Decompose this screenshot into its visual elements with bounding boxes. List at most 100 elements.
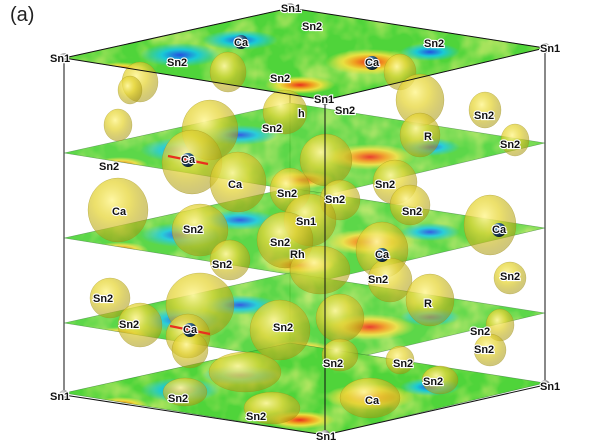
atom-label-sn2: Sn2: [368, 274, 388, 286]
unit-cell-front-edges: [63, 7, 546, 436]
atom-label-ca: Ca: [181, 154, 196, 166]
isosurface-lobe: [289, 245, 351, 295]
atom-label-ca: Ca: [234, 37, 249, 49]
atom-label-rh-partial-r: R: [424, 298, 432, 310]
isosurface-lobe: [463, 194, 517, 256]
atom-label-sn1: Sn1: [296, 216, 316, 228]
isosurface-lobe: [405, 273, 455, 327]
atom-label-sn2: Sn2: [270, 237, 290, 249]
atom-label-sn2: Sn2: [393, 358, 413, 370]
isosurface-lobe: [171, 203, 229, 257]
atom-label-sn1: Sn1: [50, 53, 70, 65]
sn1-atom: [540, 380, 550, 390]
atom-label-sn2: Sn2: [246, 411, 266, 423]
sn1-atom: [285, 3, 295, 13]
sn1-atom: [540, 43, 550, 53]
atom-labels: Sn1 Sn1 Sn1 Sn1 Sn1 Sn1 Sn1 Sn1 Ca Ca Ca Ca Ca Ca Ca Ca…: [49, 2, 561, 444]
atom-label-sn2: Sn2: [474, 344, 494, 356]
atom-label-ca: Ca: [228, 179, 243, 191]
atom-label-sn2: Sn2: [168, 393, 188, 405]
atom-label-sn2: Sn2: [277, 188, 297, 200]
atom-label-ca: Ca: [365, 57, 380, 69]
atom-label-sn2: Sn2: [302, 21, 322, 33]
ca-atom: [492, 223, 506, 237]
isosurface-lobe: [500, 123, 530, 157]
atom-label-sn2: Sn2: [273, 322, 293, 334]
atom-label-rh-partial-h: h: [298, 108, 305, 120]
panel-label: (a): [10, 4, 35, 26]
isosurface-lobe: [315, 293, 365, 343]
atom-label-sn1: Sn1: [314, 94, 334, 106]
isosurfaces: [87, 51, 530, 425]
isosurface-lobe: [493, 261, 527, 295]
atom-label-sn2: Sn2: [99, 161, 119, 173]
isosurface-lobe: [399, 112, 441, 158]
isosurface-lobe: [262, 89, 308, 135]
isosurface-lobe: [209, 51, 247, 93]
atom-label-sn1: Sn1: [281, 3, 301, 15]
isosurface-lobe: [209, 239, 251, 281]
atom-label-sn1: Sn1: [50, 391, 70, 403]
atom-label-ca: Ca: [365, 395, 380, 407]
atom-label-sn2: Sn2: [270, 73, 290, 85]
ca-bond-highlight: [169, 324, 211, 336]
isosurface-lobe: [249, 299, 311, 361]
isosurface-lobe: [321, 338, 359, 372]
isosurface-lobe: [385, 345, 415, 375]
density-blob: [400, 43, 460, 61]
density-blob: [400, 223, 460, 241]
isosurface-lobe: [208, 351, 282, 393]
density-blob: [452, 67, 508, 83]
isosurface-lobe: [367, 257, 413, 303]
atom-label-sn2: Sn2: [423, 376, 443, 388]
density-blob: [452, 162, 508, 178]
atom-label-ca: Ca: [375, 249, 390, 261]
isosurface-lobe: [421, 365, 459, 395]
atom-label-sn2: Sn2: [402, 206, 422, 218]
ca-atom: [234, 35, 248, 49]
sn1-atom: [320, 95, 330, 105]
atom-label-ca: Ca: [492, 224, 507, 236]
isosurface-lobe: [87, 177, 149, 243]
isosurface-lobe: [299, 133, 353, 187]
isosurface-lobe: [162, 377, 208, 407]
isosurface-lobe: [473, 333, 507, 367]
atom-label-sn2: Sn2: [167, 57, 187, 69]
isosurface-lobe: [209, 151, 267, 213]
atom-label-sn2: Sn2: [119, 319, 139, 331]
sn1-atom: [320, 430, 330, 440]
isosurface-lobe: [389, 184, 431, 226]
atom-label-ca: Ca: [112, 206, 127, 218]
isosurface-lobe: [117, 75, 143, 105]
atom-label-sn2: Sn2: [500, 271, 520, 283]
atom-label-sn2: Sn2: [474, 110, 494, 122]
sn1-atom: [59, 390, 69, 400]
isosurface-lobe: [339, 377, 401, 419]
atom-label-sn2: Sn2: [212, 259, 232, 271]
atom-label-sn2: Sn2: [93, 293, 113, 305]
atom-label-rh-partial-r: R: [424, 131, 432, 143]
ca-bond-highlight: [167, 154, 209, 166]
atom-label-sn1: Sn1: [540, 381, 560, 393]
density-blob: [140, 43, 220, 67]
atom-label-sn2: Sn2: [323, 358, 343, 370]
atom-label-sn2: Sn2: [183, 224, 203, 236]
atom-label-sn2: Sn2: [325, 194, 345, 206]
atom-label-sn2: Sn2: [470, 326, 490, 338]
density-blob: [265, 76, 335, 94]
atom-label-ca: Ca: [183, 324, 198, 336]
atom-label-rh: Rh: [290, 249, 305, 261]
isosurface-lobe: [103, 108, 133, 142]
isosurface-lobe: [117, 302, 163, 348]
atom-label-sn1: Sn1: [316, 431, 336, 443]
sn1-atom: [59, 53, 69, 63]
ca-atom: [375, 248, 389, 262]
atom-label-sn2: Sn2: [335, 105, 355, 117]
atom-label-sn2: Sn2: [500, 139, 520, 151]
isosurface-lobe: [171, 331, 209, 369]
atom-label-sn2: Sn2: [424, 38, 444, 50]
atoms: [59, 3, 550, 440]
atom-label-sn2: Sn2: [262, 123, 282, 135]
isosurface-lobe: [468, 91, 502, 129]
